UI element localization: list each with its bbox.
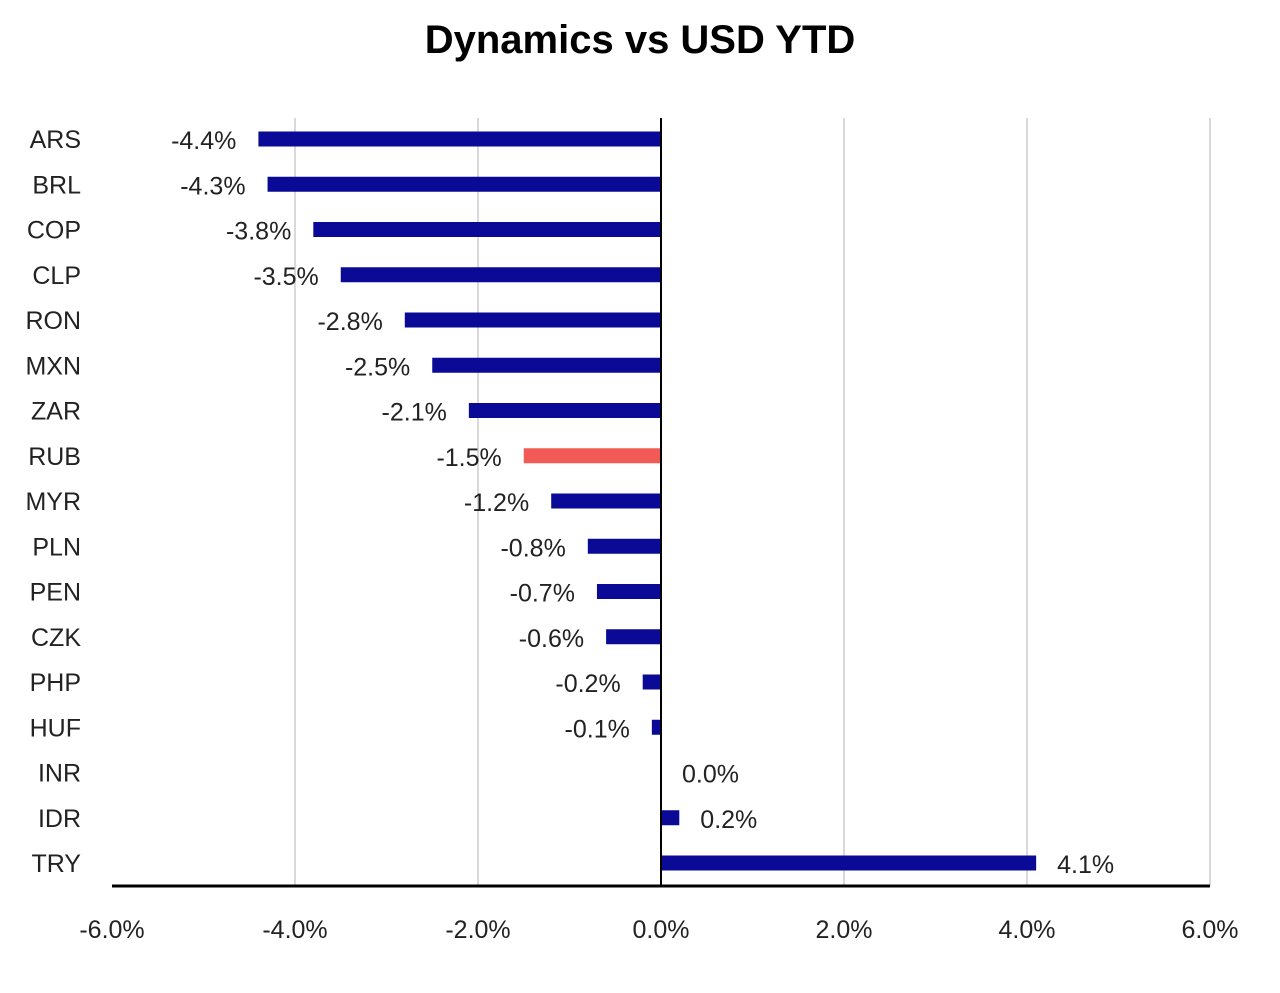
grid-lines: [294, 118, 1211, 886]
bar-idr: [661, 810, 680, 826]
value-label: -2.1%: [382, 399, 447, 427]
x-tick-label: 4.0%: [999, 916, 1056, 944]
category-label: RON: [25, 307, 81, 335]
x-tick-label: -2.0%: [445, 916, 510, 944]
bar-try: [661, 855, 1037, 871]
category-label: IDR: [38, 805, 81, 833]
category-label: HUF: [30, 714, 81, 742]
category-label: COP: [27, 217, 81, 245]
value-label: -3.5%: [253, 263, 318, 291]
chart-title: Dynamics vs USD YTD: [424, 18, 856, 62]
bar-pln: [587, 538, 661, 554]
labels: ARS -4.4% BRL -4.3% COP -3.8% CLP -3.5% RON -2.8%…: [25, 126, 1238, 944]
value-label: -0.2%: [555, 670, 620, 698]
value-label: 0.0%: [682, 761, 739, 789]
bar-huf: [651, 719, 661, 735]
category-label: BRL: [32, 171, 81, 199]
bar-myr: [551, 493, 661, 509]
bar-ron: [404, 312, 661, 328]
category-label: PHP: [30, 669, 81, 697]
value-label: -1.5%: [436, 444, 501, 472]
category-label: PLN: [32, 533, 81, 561]
value-label: -2.5%: [345, 353, 410, 381]
category-label: ARS: [30, 126, 81, 154]
value-label: -0.6%: [519, 625, 584, 653]
bar-php: [642, 674, 661, 690]
x-tick-label: 6.0%: [1182, 916, 1239, 944]
bar-brl: [267, 176, 661, 192]
value-label: -3.8%: [226, 218, 291, 246]
bar-pen: [596, 584, 661, 599]
bar-mxn: [432, 357, 661, 373]
value-label: -1.2%: [464, 489, 529, 517]
category-label: TRY: [31, 850, 81, 878]
value-label: 0.2%: [700, 806, 757, 834]
category-label: CLP: [32, 262, 81, 290]
value-label: 4.1%: [1057, 851, 1114, 879]
category-label: INR: [38, 760, 81, 788]
category-label: RUB: [28, 443, 81, 471]
bar-clp: [340, 267, 661, 283]
value-label: -4.4%: [171, 127, 236, 155]
axes: [112, 118, 1210, 888]
bar-czk: [606, 629, 661, 645]
category-label: PEN: [30, 579, 81, 607]
bar-ars: [258, 131, 661, 147]
value-label: -2.8%: [317, 308, 382, 336]
x-tick-label: 0.0%: [633, 916, 690, 944]
bar-zar: [468, 403, 661, 418]
category-label: MYR: [25, 488, 81, 516]
category-label: CZK: [31, 624, 81, 652]
x-tick-label: -4.0%: [262, 916, 327, 944]
category-label: ZAR: [31, 398, 81, 426]
bars: [258, 131, 1037, 871]
value-label: -0.7%: [510, 580, 575, 608]
x-tick-label: 2.0%: [816, 916, 873, 944]
bar-cop: [313, 222, 661, 237]
value-label: -4.3%: [180, 172, 245, 200]
bar-rub: [523, 448, 661, 464]
x-tick-label: -6.0%: [79, 916, 144, 944]
value-label: -0.1%: [565, 715, 630, 743]
value-label: -0.8%: [500, 534, 565, 562]
category-label: MXN: [25, 352, 81, 380]
